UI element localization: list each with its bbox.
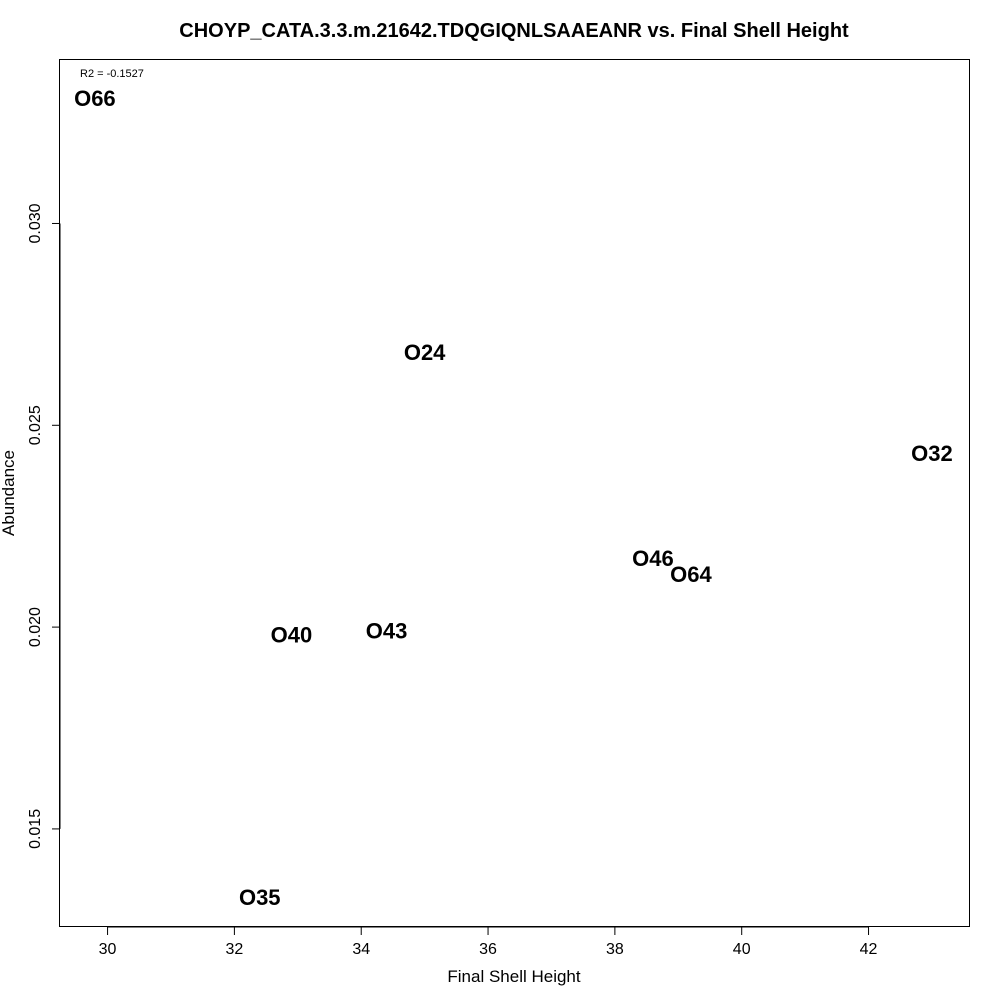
data-point-o32: O32 bbox=[911, 441, 953, 466]
x-tick-label: 32 bbox=[225, 941, 243, 958]
y-axis-label: Abundance bbox=[0, 450, 18, 536]
x-tick-label: 34 bbox=[352, 941, 370, 958]
x-tick-label: 38 bbox=[606, 941, 624, 958]
x-axis: 30 32 34 36 38 40 42 bbox=[99, 926, 878, 958]
y-tick-label: 0.030 bbox=[27, 203, 44, 243]
y-tick-label: 0.020 bbox=[27, 607, 44, 647]
data-point-o46: O46 bbox=[632, 546, 674, 571]
data-point-o66: O66 bbox=[74, 86, 116, 111]
x-tick-label: 42 bbox=[860, 941, 878, 958]
r2-annotation: R2 = -0.1527 bbox=[80, 68, 144, 80]
data-point-o64: O64 bbox=[670, 562, 712, 587]
x-tick-label: 36 bbox=[479, 941, 497, 958]
data-point-o24: O24 bbox=[404, 340, 446, 365]
y-tick-label: 0.015 bbox=[27, 809, 44, 849]
x-tick-label: 30 bbox=[99, 941, 117, 958]
x-tick-label: 40 bbox=[733, 941, 751, 958]
chart-title: CHOYP_CATA.3.3.m.21642.TDQGIQNLSAAEANR v… bbox=[179, 20, 849, 42]
x-axis-label: Final Shell Height bbox=[447, 967, 581, 986]
data-point-o43: O43 bbox=[366, 619, 408, 644]
data-point-o35: O35 bbox=[239, 885, 281, 910]
data-point-o40: O40 bbox=[271, 623, 313, 648]
y-tick-label: 0.025 bbox=[27, 405, 44, 445]
y-axis: 0.015 0.020 0.025 0.030 bbox=[27, 203, 61, 849]
